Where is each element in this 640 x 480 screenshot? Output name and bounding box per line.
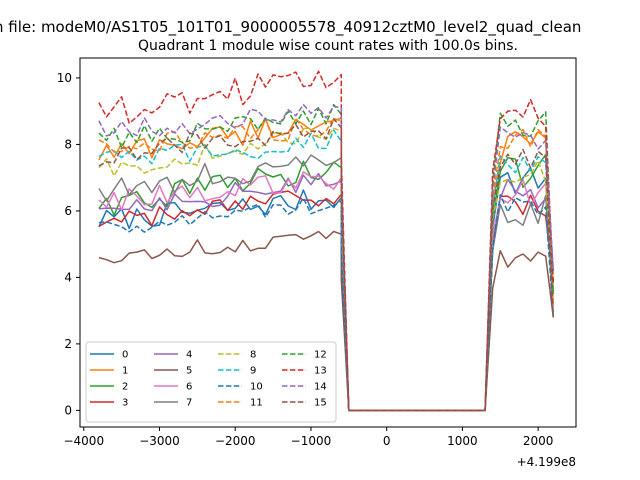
y-tick-label-0: 0: [64, 403, 72, 417]
series-line-14: [98, 103, 555, 412]
chart-title: n file: modeM0/AS1T05_101T01_9000005578_…: [0, 18, 581, 37]
series-line-7: [98, 154, 555, 412]
legend-label-11: 11: [250, 398, 263, 409]
x-tick-label-0: −4000: [63, 434, 104, 448]
legend-label-0: 0: [122, 350, 128, 361]
legend-label-5: 5: [186, 366, 192, 377]
legend-label-4: 4: [186, 350, 192, 361]
legend-label-8: 8: [250, 350, 256, 361]
legend-label-1: 1: [122, 366, 128, 377]
x-tick-label-4: 0: [383, 434, 391, 448]
y-tick-label-5: 10: [57, 71, 72, 85]
legend-label-15: 15: [314, 398, 327, 409]
legend-label-12: 12: [314, 350, 327, 361]
y-tick-label-3: 6: [64, 204, 72, 218]
chart-subtitle: Quadrant 1 module wise count rates with …: [138, 38, 518, 54]
legend-label-3: 3: [122, 398, 128, 409]
x-tick-label-2: −2000: [215, 434, 256, 448]
x-tick-label-5: 1000: [447, 434, 478, 448]
x-tick-label-1: −3000: [139, 434, 180, 448]
y-tick-label-1: 2: [64, 337, 72, 351]
legend-label-2: 2: [122, 382, 128, 393]
x-tick-label-3: −1000: [291, 434, 332, 448]
series-line-5: [98, 230, 555, 412]
series-line-13: [98, 70, 555, 412]
y-tick-label-4: 8: [64, 137, 72, 151]
legend-label-7: 7: [186, 398, 192, 409]
x-axis-offset-label: +4.199e8: [517, 455, 576, 469]
legend-box: [85, 341, 337, 423]
legend-label-10: 10: [250, 382, 263, 393]
series-layer: [98, 70, 555, 412]
series-line-8: [98, 127, 555, 412]
legend-label-13: 13: [314, 366, 327, 377]
series-line-10: [98, 193, 555, 412]
y-tick-label-2: 4: [64, 270, 72, 284]
series-line-9: [98, 129, 555, 412]
series-line-12: [98, 103, 555, 412]
x-tick-label-6: 2000: [523, 434, 554, 448]
plot-frame: [79, 57, 577, 428]
legend-label-9: 9: [250, 366, 256, 377]
legend-label-14: 14: [314, 382, 327, 393]
legend-label-6: 6: [186, 382, 192, 393]
series-line-2: [98, 153, 555, 412]
series-line-15: [98, 118, 555, 412]
